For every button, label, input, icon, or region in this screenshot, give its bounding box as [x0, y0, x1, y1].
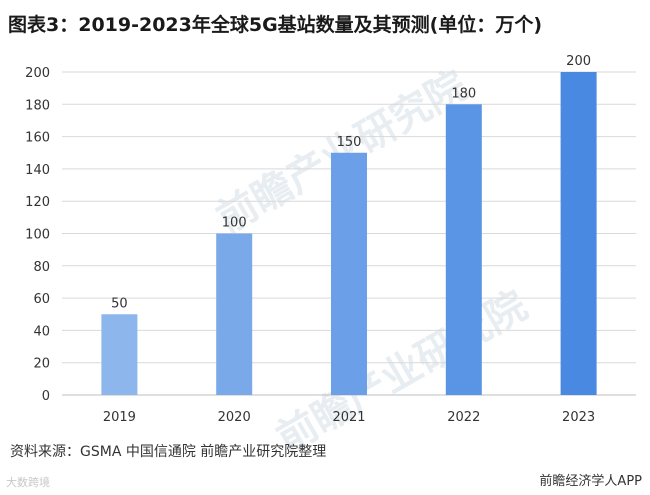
- x-tick-label: 2023: [562, 410, 595, 425]
- y-tick-label: 80: [33, 260, 50, 275]
- x-tick-label: 2021: [332, 410, 365, 425]
- y-tick-label: 140: [25, 163, 50, 178]
- x-tick-label: 2020: [218, 410, 251, 425]
- data-label-2019: 50: [111, 296, 128, 311]
- x-tick-label: 2022: [447, 410, 480, 425]
- footer-watermark: 大数跨境: [6, 476, 50, 489]
- y-tick-label: 200: [25, 66, 50, 81]
- bar-2022: [445, 104, 482, 396]
- data-label-2020: 100: [222, 216, 247, 231]
- source-note: 资料来源：GSMA 中国信通院 前瞻产业研究院整理: [10, 444, 327, 460]
- y-tick-label: 0: [42, 389, 50, 404]
- data-label-2022: 180: [451, 86, 476, 101]
- data-label-2021: 150: [337, 135, 362, 150]
- x-tick-label: 2019: [103, 410, 136, 425]
- data-label-2023: 200: [566, 54, 591, 69]
- bar-2019: [101, 314, 138, 395]
- y-tick-label: 20: [33, 357, 50, 372]
- bar-2021: [331, 152, 367, 395]
- y-tick-label: 60: [33, 292, 50, 307]
- bar-chart: 0 20 40 60 80 100 120 140 160 180 200 50 2019 100 2020…: [25, 54, 636, 425]
- y-tick-label: 180: [25, 98, 50, 113]
- bar-layer: [101, 72, 597, 396]
- y-tick-label: 160: [25, 131, 50, 146]
- footer-brand: 前瞻经济学人APP: [539, 474, 642, 489]
- y-tick-label: 40: [33, 324, 50, 339]
- bar-2023: [560, 72, 597, 395]
- y-tick-label: 100: [25, 228, 50, 243]
- chart-title: 图表3：2019-2023年全球5G基站数量及其预测(单位：万个): [8, 14, 543, 36]
- label-layer: 0 20 40 60 80 100 120 140 160 180 200 50 2019 100 2020…: [25, 54, 595, 425]
- bar-2020: [216, 233, 253, 395]
- y-tick-label: 120: [25, 195, 50, 210]
